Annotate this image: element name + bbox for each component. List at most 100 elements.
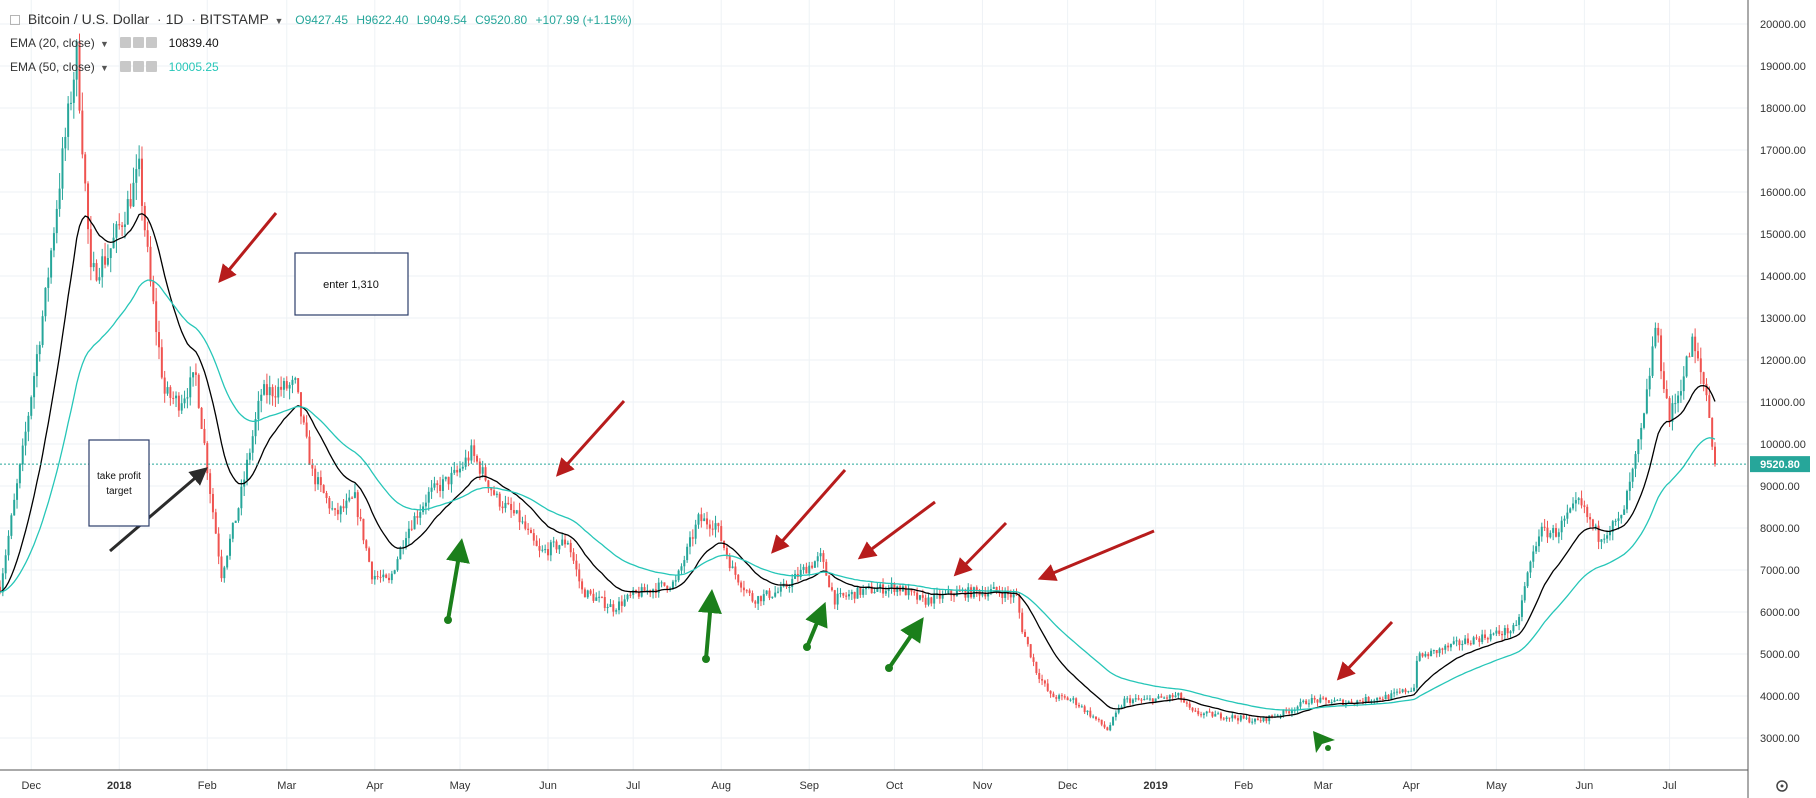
green-arrow[interactable] bbox=[446, 538, 470, 621]
candle-body bbox=[1222, 718, 1225, 720]
close-icon[interactable] bbox=[146, 61, 158, 72]
candle-body bbox=[1660, 335, 1663, 372]
candle-body bbox=[1563, 518, 1566, 521]
green-arrow[interactable] bbox=[698, 589, 722, 660]
candle-body bbox=[995, 586, 998, 591]
candle-body bbox=[1645, 389, 1648, 414]
red-arrow[interactable] bbox=[953, 521, 1008, 577]
candle-body bbox=[876, 588, 879, 592]
candle-body bbox=[1640, 427, 1643, 440]
candle-body bbox=[175, 395, 178, 399]
candle-body bbox=[89, 229, 92, 268]
red-arrow[interactable] bbox=[857, 500, 936, 560]
red-arrow[interactable] bbox=[555, 399, 626, 477]
candle-body bbox=[1523, 586, 1526, 601]
take-profit-callout[interactable]: take profit target bbox=[88, 439, 150, 527]
candle-body bbox=[720, 526, 723, 541]
x-tick-label: Nov bbox=[973, 780, 993, 792]
candle-body bbox=[1682, 376, 1685, 392]
enter-callout[interactable]: enter 1,310 bbox=[294, 252, 409, 316]
green-arrow-head[interactable] bbox=[1313, 731, 1335, 753]
candle-body bbox=[1114, 712, 1117, 718]
candle-body bbox=[788, 586, 791, 588]
candle-body bbox=[660, 582, 663, 584]
eye-icon[interactable] bbox=[120, 37, 132, 48]
candle-body bbox=[663, 582, 666, 586]
candle-body bbox=[87, 183, 90, 230]
x-tick-label: Mar bbox=[277, 780, 296, 792]
candle-body bbox=[771, 596, 774, 598]
interval[interactable]: 1D bbox=[165, 11, 184, 27]
candle-body bbox=[1276, 715, 1279, 717]
candle-body bbox=[1021, 612, 1024, 632]
candle-body bbox=[879, 584, 882, 589]
black-arrow[interactable] bbox=[109, 467, 208, 553]
candle-body bbox=[72, 79, 75, 103]
candle-body bbox=[1620, 514, 1623, 519]
candle-body bbox=[1566, 512, 1569, 519]
candle-body bbox=[1075, 698, 1078, 705]
candle-body bbox=[98, 277, 101, 281]
gear-icon[interactable] bbox=[133, 37, 145, 48]
candle-body bbox=[725, 547, 728, 557]
collapse-legend-icon[interactable] bbox=[10, 15, 20, 25]
candle-body bbox=[192, 372, 195, 378]
red-arrow[interactable] bbox=[218, 212, 278, 283]
candle-body bbox=[1696, 351, 1699, 359]
candle-body bbox=[1123, 698, 1126, 707]
candle-body bbox=[84, 154, 87, 184]
candle-body bbox=[280, 386, 283, 390]
close-icon[interactable] bbox=[146, 37, 158, 48]
green-arrow[interactable] bbox=[805, 601, 828, 648]
chevron-down-icon[interactable]: ▼ bbox=[100, 63, 109, 73]
candle-body bbox=[368, 548, 371, 562]
eye-icon[interactable] bbox=[120, 61, 132, 72]
green-arrow[interactable] bbox=[887, 617, 924, 670]
candle-body bbox=[61, 148, 64, 189]
candle-body bbox=[1140, 699, 1143, 701]
red-arrow[interactable] bbox=[1336, 620, 1394, 681]
candle-body bbox=[1327, 700, 1330, 704]
candle-body bbox=[1322, 697, 1325, 699]
candle-body bbox=[870, 586, 873, 594]
ema50-label[interactable]: EMA (50, close) bbox=[10, 60, 95, 74]
candle-body bbox=[405, 538, 408, 547]
ema20-label[interactable]: EMA (20, close) bbox=[10, 36, 95, 50]
candle-body bbox=[711, 528, 714, 530]
candle-body bbox=[1594, 525, 1597, 527]
candle-body bbox=[1540, 526, 1543, 537]
candle-body bbox=[1572, 503, 1575, 509]
candle-body bbox=[121, 225, 124, 227]
candle-body bbox=[606, 607, 609, 609]
candle-body bbox=[734, 566, 737, 575]
candle-body bbox=[424, 502, 427, 507]
candle-body bbox=[657, 582, 660, 593]
candle-body bbox=[1424, 653, 1427, 657]
candle-body bbox=[1557, 532, 1560, 537]
candle-body bbox=[1498, 630, 1501, 634]
red-arrow[interactable] bbox=[1037, 529, 1155, 581]
candle-body bbox=[1404, 689, 1407, 693]
settings-gear-icon[interactable] bbox=[1776, 780, 1788, 792]
candle-body bbox=[703, 518, 706, 522]
chevron-down-icon[interactable]: ▼ bbox=[274, 16, 284, 26]
candle-body bbox=[95, 263, 98, 281]
annotation-arrows bbox=[109, 212, 1394, 753]
symbol-name[interactable]: Bitcoin / U.S. Dollar bbox=[27, 11, 150, 27]
candle-body bbox=[853, 591, 856, 599]
chevron-down-icon[interactable]: ▼ bbox=[100, 39, 109, 49]
candle-body bbox=[1236, 718, 1239, 721]
gear-icon[interactable] bbox=[133, 61, 145, 72]
candle-body bbox=[1242, 715, 1245, 719]
candle-body bbox=[510, 503, 513, 511]
candle-body bbox=[1160, 696, 1163, 698]
candle-body bbox=[1313, 697, 1316, 700]
candle-body bbox=[478, 461, 481, 474]
candle-body bbox=[1526, 572, 1529, 587]
red-arrow[interactable] bbox=[771, 469, 847, 554]
candle-body bbox=[1413, 687, 1416, 691]
candle-body bbox=[1421, 653, 1424, 657]
candle-body bbox=[1688, 356, 1691, 358]
candle-body bbox=[1668, 398, 1671, 422]
